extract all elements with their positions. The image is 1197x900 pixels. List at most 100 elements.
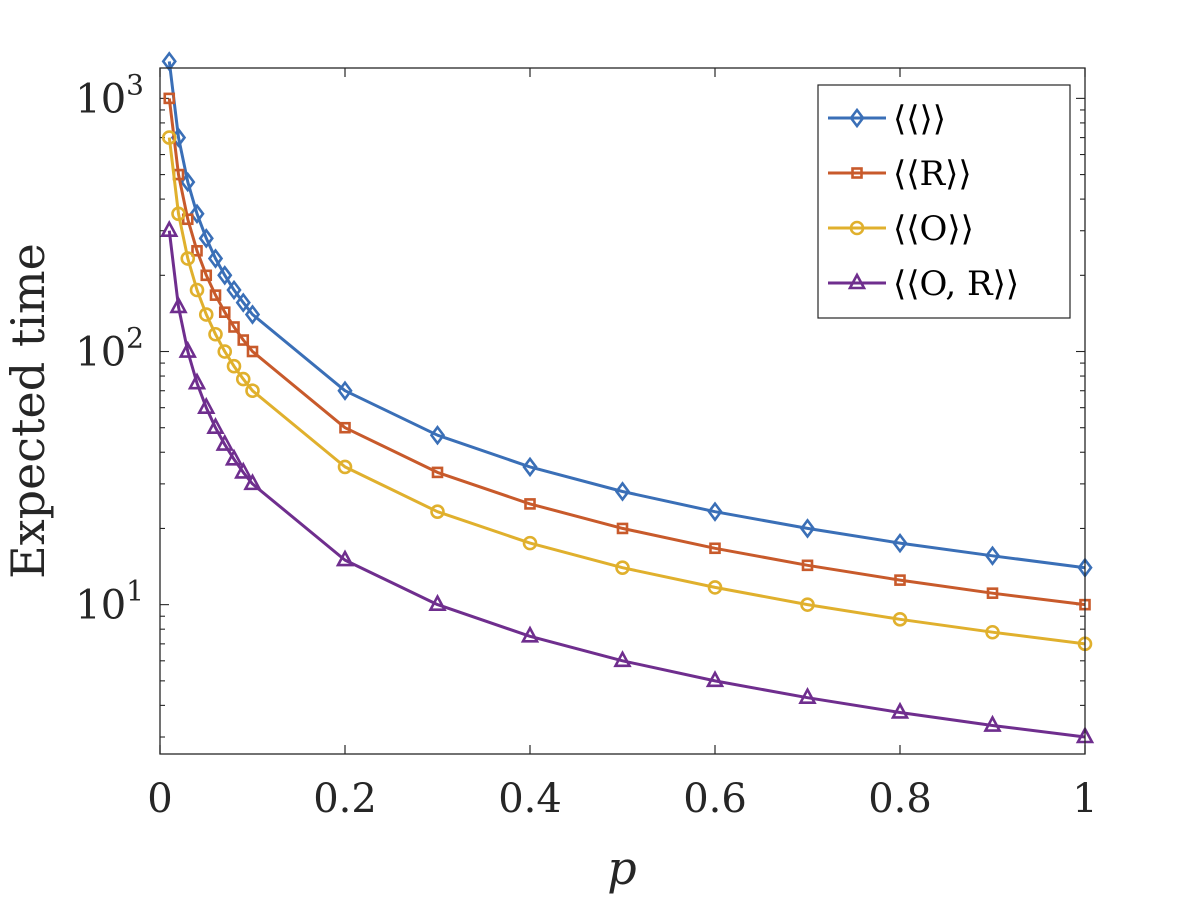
x-tick-label: 0.2: [313, 776, 377, 822]
y-tick-label: 102: [75, 322, 144, 376]
series-3: [161, 130, 1093, 652]
series-line: [167, 137, 1086, 646]
data-point: [244, 304, 261, 325]
data-point: [707, 501, 723, 522]
series-line: [167, 98, 1086, 607]
data-point: [800, 597, 815, 612]
data-point: [217, 265, 233, 286]
plot-frame: [159, 67, 1086, 755]
data-point: [801, 559, 814, 572]
data-point: [226, 358, 242, 374]
y-axis-label: Expected time: [1, 243, 55, 579]
data-point: [198, 228, 214, 249]
data-point: [613, 650, 632, 668]
data-point: [431, 466, 444, 479]
series-4: [160, 219, 1095, 744]
series-2: [163, 92, 1091, 611]
data-point: [428, 593, 447, 611]
legend-marker: [849, 220, 865, 236]
x-tick-label: 0.8: [868, 776, 932, 822]
x-tick-label: 0.4: [498, 776, 562, 822]
data-point: [161, 130, 177, 145]
data-point: [160, 219, 179, 238]
data-point: [200, 269, 213, 282]
data-point: [524, 498, 536, 510]
x-tick-label: 1: [1072, 776, 1097, 822]
legend-marker: [849, 107, 865, 129]
data-point: [228, 321, 240, 333]
data-point: [207, 248, 224, 269]
data-point: [208, 326, 223, 342]
x-axis-label: p: [607, 841, 636, 895]
data-point: [234, 461, 253, 479]
data-point: [984, 545, 1001, 566]
data-point: [197, 396, 216, 414]
legend-item: ⟨⟨O, R⟩⟩: [828, 264, 1019, 304]
y-tick-label: 103: [75, 68, 144, 122]
data-point: [890, 701, 910, 719]
data-point: [171, 206, 186, 222]
data-point: [430, 504, 445, 519]
x-tick-label: 0: [147, 776, 172, 822]
data-point: [187, 372, 207, 390]
data-point: [161, 51, 177, 72]
y-tick-label: 101: [75, 575, 144, 629]
series-line: [167, 230, 1086, 739]
data-point: [245, 383, 260, 399]
series-line: [167, 61, 1086, 570]
data-point: [191, 244, 203, 257]
series-1: [161, 51, 1093, 578]
data-point: [985, 624, 1000, 640]
data-point: [235, 292, 251, 313]
data-point: [614, 481, 631, 502]
data-point: [337, 459, 353, 475]
data-point: [217, 344, 233, 359]
data-point: [892, 532, 908, 554]
legend: ⟨⟨⟩⟩ ⟨⟨R⟩⟩ ⟨⟨O⟩⟩ ⟨⟨O, R⟩⟩: [817, 84, 1071, 319]
legend-label: ⟨⟨R⟩⟩: [893, 154, 972, 194]
data-point: [224, 448, 244, 466]
data-point: [522, 456, 538, 478]
data-point: [894, 574, 906, 586]
data-point: [178, 340, 197, 358]
legend-item: ⟨⟨O⟩⟩: [828, 209, 974, 249]
data-point: [189, 282, 205, 298]
data-point: [707, 580, 723, 595]
data-point: [429, 425, 446, 446]
data-point: [798, 686, 817, 704]
data-point: [339, 421, 351, 434]
data-point: [209, 289, 222, 301]
data-point: [335, 549, 355, 567]
series-layer: [160, 51, 1095, 744]
data-point: [243, 473, 262, 491]
legend-label: ⟨⟨O⟩⟩: [893, 209, 974, 249]
data-point: [799, 518, 816, 539]
data-point: [215, 433, 234, 451]
data-point: [615, 560, 630, 575]
data-point: [180, 251, 196, 266]
legend-label: ⟨⟨O, R⟩⟩: [893, 264, 1019, 304]
legend-label: ⟨⟨⟩⟩: [893, 99, 946, 139]
legend-item: ⟨⟨R⟩⟩: [828, 154, 972, 194]
legend-item: ⟨⟨⟩⟩: [828, 99, 946, 139]
data-point: [709, 542, 721, 555]
data-point: [986, 587, 999, 599]
legend-items: ⟨⟨⟩⟩ ⟨⟨R⟩⟩ ⟨⟨O⟩⟩ ⟨⟨O, R⟩⟩: [828, 99, 1019, 304]
legend-marker: [847, 272, 867, 290]
data-point: [337, 380, 353, 401]
data-point: [246, 345, 259, 358]
data-point: [520, 625, 540, 643]
data-point: [522, 535, 538, 551]
data-point: [163, 92, 176, 105]
data-point: [616, 522, 629, 535]
data-point: [189, 203, 205, 224]
data-point: [235, 371, 251, 387]
x-tick-label: 0.6: [683, 776, 747, 822]
data-point: [705, 670, 725, 688]
data-point: [206, 416, 225, 435]
data-point: [983, 714, 1002, 732]
legend-marker: [851, 167, 863, 179]
data-point: [226, 279, 242, 301]
data-point: [218, 306, 231, 318]
